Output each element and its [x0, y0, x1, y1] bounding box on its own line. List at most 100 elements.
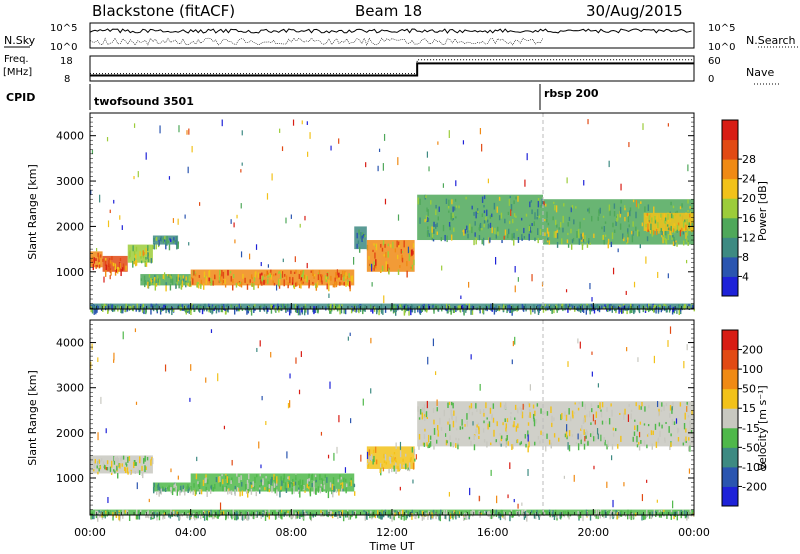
heatmap-cell: [652, 307, 655, 313]
heatmap-cell: [163, 304, 165, 308]
date-title: 30/Aug/2015: [586, 2, 683, 20]
heatmap-cell: [267, 275, 269, 279]
heatmap-noise: [289, 400, 291, 408]
heatmap-cell: [234, 512, 236, 516]
heatmap-cell: [531, 209, 533, 215]
heatmap-cell: [194, 271, 196, 275]
heatmap-noise: [289, 373, 291, 379]
heatmap-cell: [298, 273, 301, 279]
heatmap-cell: [247, 511, 249, 515]
heatmap-cell: [155, 244, 157, 250]
heatmap-cell: [546, 227, 549, 234]
heatmap-cell: [349, 482, 351, 486]
heatmap-cell: [142, 303, 145, 309]
heatmap-cell: [273, 474, 275, 480]
heatmap-cell: [261, 272, 263, 276]
heatmap-cell: [515, 306, 518, 311]
heatmap-cell: [298, 284, 301, 289]
heatmap-cell: [105, 303, 108, 307]
heatmap-cell: [593, 307, 596, 314]
heatmap-cell: [393, 465, 395, 472]
heatmap-cell: [482, 409, 485, 413]
heatmap-cell: [166, 486, 169, 490]
heatmap-cell: [294, 481, 297, 486]
heatmap-cell: [358, 246, 361, 253]
heatmap-cell: [660, 510, 663, 513]
heatmap-cell: [504, 218, 506, 224]
heatmap-cell: [108, 259, 110, 267]
heatmap-cell: [198, 308, 200, 312]
heatmap-cell: [551, 308, 553, 314]
heatmap-cell: [335, 488, 338, 493]
heatmap-cell: [312, 281, 314, 285]
heatmap-cell: [249, 306, 252, 310]
heatmap-cell: [332, 284, 335, 288]
heatmap-noise: [399, 441, 402, 450]
heatmap-cell: [196, 281, 199, 287]
heatmap-cell: [627, 232, 629, 238]
heatmap-cell: [461, 304, 463, 309]
heatmap-cell: [620, 435, 622, 442]
heatmap-cell: [107, 304, 109, 312]
heatmap-cell: [514, 417, 516, 420]
heatmap-cell: [345, 478, 347, 483]
heatmap-cell: [507, 233, 509, 239]
heatmap-cell: [349, 281, 351, 287]
heatmap-cell: [552, 216, 554, 221]
heatmap-cell: [585, 509, 588, 517]
heatmap-cell: [280, 509, 283, 513]
heatmap-cell: [530, 308, 532, 315]
heatmap-cell: [202, 514, 204, 518]
heatmap-cell: [450, 442, 452, 447]
heatmap-cell: [176, 489, 179, 496]
heatmap-cell: [634, 425, 636, 431]
heatmap-cell: [390, 514, 393, 520]
heatmap-cell: [145, 256, 147, 260]
heatmap-cell: [354, 510, 356, 516]
heatmap-cell: [121, 267, 124, 271]
heatmap-noise: [675, 418, 678, 424]
heatmap-noise: [241, 162, 243, 166]
counts-right-bottom: 10^0: [708, 42, 735, 53]
heatmap-cell: [439, 514, 442, 522]
heatmap-cell: [417, 197, 419, 205]
heatmap-cell: [675, 240, 677, 243]
heatmap-cell: [419, 409, 422, 415]
heatmap-band: [140, 274, 191, 286]
heatmap-cell: [282, 477, 285, 484]
heatmap-cell: [315, 284, 318, 291]
heatmap-cell: [263, 279, 265, 285]
heatmap-cell: [119, 463, 121, 469]
heatmap-cell: [320, 510, 322, 514]
heatmap-cell: [459, 304, 461, 312]
heatmap-cell: [568, 512, 570, 516]
heatmap-cell: [147, 281, 149, 289]
heatmap-cell: [93, 462, 96, 468]
heatmap-cell: [357, 240, 360, 245]
heatmap-cell: [137, 514, 139, 520]
heatmap-cell: [505, 431, 508, 434]
heatmap-noise: [309, 132, 311, 139]
heatmap-cell: [653, 509, 655, 516]
heatmap-cell: [142, 308, 144, 312]
heatmap-cell: [673, 511, 676, 516]
heatmap-cell: [270, 273, 272, 280]
heatmap-cell: [508, 220, 511, 224]
heatmap-noise: [300, 351, 302, 358]
heatmap-cell: [313, 487, 315, 494]
heatmap-cell: [405, 513, 408, 516]
heatmap-cell: [157, 484, 159, 491]
heatmap-cell: [370, 510, 372, 514]
heatmap-noise: [191, 145, 193, 153]
heatmap-cell: [530, 200, 533, 203]
heatmap-cell: [175, 485, 177, 493]
heatmap-cell: [598, 209, 600, 213]
heatmap-cell: [303, 485, 305, 491]
colorbar-frame: [721, 329, 739, 507]
heatmap-cell: [383, 510, 385, 518]
heatmap-cell: [492, 513, 495, 516]
heatmap-cell: [205, 474, 207, 481]
heatmap-cell: [525, 443, 527, 448]
heatmap-cell: [638, 445, 641, 451]
heatmap-cell: [682, 240, 685, 246]
